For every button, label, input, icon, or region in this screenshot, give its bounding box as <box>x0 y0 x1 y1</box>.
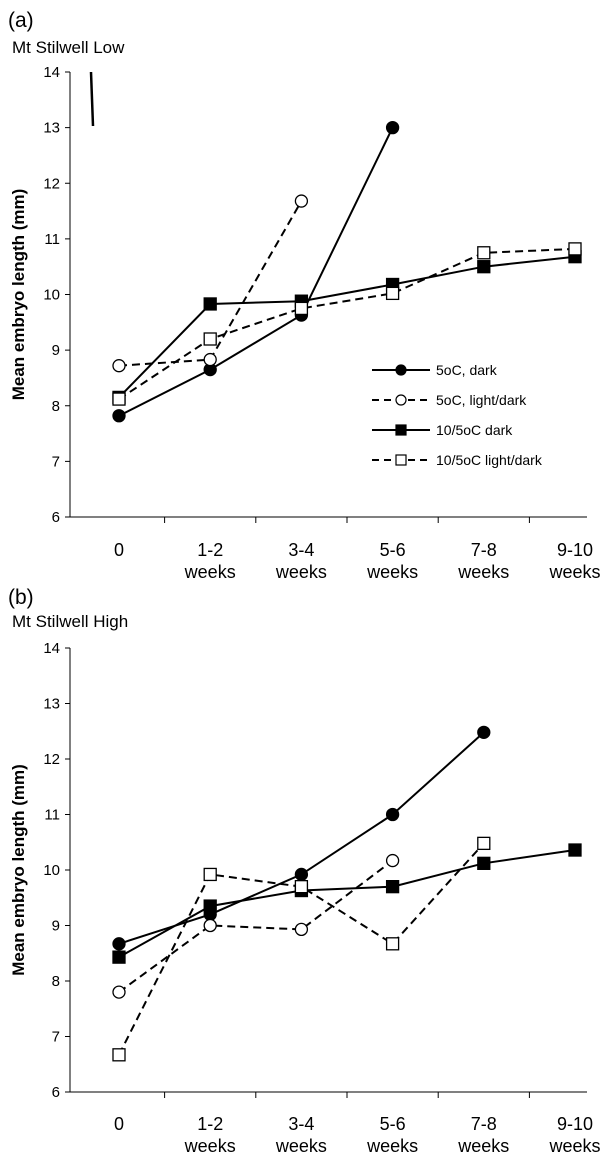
x-tick-label: 0 <box>114 540 124 560</box>
x-tick-label-unit: weeks <box>275 562 327 582</box>
x-tick-label-unit: weeks <box>457 562 509 582</box>
data-point <box>385 853 400 868</box>
x-tick-label-unit: weeks <box>366 1136 418 1156</box>
x-tick-label-unit: weeks <box>457 1136 509 1156</box>
legend-label: 10/5oC dark <box>436 422 513 438</box>
data-point <box>112 937 126 951</box>
data-point <box>385 120 400 135</box>
y-axis-label: Mean embryo length (mm) <box>9 764 28 976</box>
data-point <box>385 880 400 894</box>
panel-label: (b) <box>8 586 34 609</box>
y-tick-label: 13 <box>43 120 60 137</box>
x-tick-label: 1-2 <box>197 1114 223 1134</box>
x-tick-label: 9-10 <box>557 540 593 560</box>
y-tick-label: 10 <box>43 287 60 304</box>
x-tick-label: 5-6 <box>380 1114 406 1134</box>
data-point <box>477 836 491 851</box>
y-tick-label: 11 <box>44 807 60 824</box>
legend-marker <box>395 424 407 436</box>
data-point <box>203 867 217 882</box>
y-tick-label: 7 <box>52 453 60 470</box>
y-tick-label: 6 <box>52 509 60 526</box>
series-line-4 <box>118 842 485 1056</box>
y-tick-label: 14 <box>43 64 60 81</box>
legend-label: 5oC, light/dark <box>436 392 527 408</box>
y-tick-label: 7 <box>52 1029 60 1046</box>
x-tick-label-unit: weeks <box>548 1136 600 1156</box>
data-point <box>203 297 217 311</box>
x-tick-label-unit: weeks <box>184 1136 236 1156</box>
chart-title: Mt Stilwell High <box>12 612 128 631</box>
data-point <box>385 286 400 301</box>
data-point <box>568 242 582 256</box>
data-point <box>112 985 126 999</box>
y-tick-label: 12 <box>43 751 60 768</box>
data-point <box>568 843 582 857</box>
x-tick-label: 0 <box>114 1114 124 1134</box>
y-tick-label: 11 <box>44 231 60 248</box>
data-point <box>477 260 491 274</box>
x-tick-label: 1-2 <box>197 540 223 560</box>
data-point <box>112 409 126 423</box>
y-tick-label: 10 <box>43 862 60 879</box>
data-point <box>203 918 217 933</box>
panel-label: (a) <box>8 9 34 32</box>
series-line-2 <box>118 859 394 993</box>
y-tick-label: 9 <box>52 918 60 935</box>
x-tick-label: 9-10 <box>557 1114 593 1134</box>
series-line-3 <box>118 849 576 958</box>
y-tick-label: 6 <box>52 1084 60 1101</box>
y-tick-label: 12 <box>43 175 60 192</box>
series-line-4 <box>118 247 576 400</box>
data-point <box>385 807 400 822</box>
x-tick-label-unit: weeks <box>548 562 600 582</box>
y-axis-label: Mean embryo length (mm) <box>9 189 28 401</box>
data-point <box>294 922 309 937</box>
data-point <box>385 937 400 951</box>
x-tick-label: 3-4 <box>288 540 314 560</box>
legend-marker <box>395 454 407 466</box>
x-tick-label: 7-8 <box>471 1114 497 1134</box>
data-point <box>477 725 491 740</box>
data-point <box>203 352 217 367</box>
data-point <box>112 950 126 964</box>
data-point <box>294 194 309 208</box>
legend-label: 5oC, dark <box>436 362 498 378</box>
x-tick-label-unit: weeks <box>366 562 418 582</box>
series-line-1 <box>118 127 394 417</box>
chart-title: Mt Stilwell Low <box>12 38 125 57</box>
y-tick-label: 9 <box>52 342 60 359</box>
data-point <box>477 856 491 870</box>
data-point <box>112 359 126 373</box>
x-tick-label-unit: weeks <box>184 562 236 582</box>
y-tick-label: 13 <box>43 696 60 713</box>
y-tick-label: 8 <box>52 398 60 415</box>
y-tick-label: 8 <box>52 973 60 990</box>
data-point <box>294 867 309 882</box>
data-point <box>294 880 309 894</box>
data-point <box>112 392 126 406</box>
x-tick-label-unit: weeks <box>275 1136 327 1156</box>
x-tick-label: 3-4 <box>288 1114 314 1134</box>
series-line-3 <box>118 255 576 399</box>
data-point <box>112 1048 126 1062</box>
data-point <box>203 899 217 913</box>
x-tick-label: 7-8 <box>471 540 497 560</box>
legend-label: 10/5oC light/dark <box>436 452 543 468</box>
stray-mark <box>89 71 95 127</box>
x-tick-label: 5-6 <box>380 540 406 560</box>
y-tick-label: 14 <box>43 640 60 657</box>
legend-marker <box>395 364 407 376</box>
series-line-1 <box>118 731 485 945</box>
data-point <box>203 332 217 346</box>
data-point <box>294 301 309 316</box>
data-point <box>477 246 491 260</box>
legend: 5oC, dark 5oC, light/dark 10/5oC dark 10/5o… <box>372 362 543 468</box>
legend-marker <box>395 394 407 406</box>
